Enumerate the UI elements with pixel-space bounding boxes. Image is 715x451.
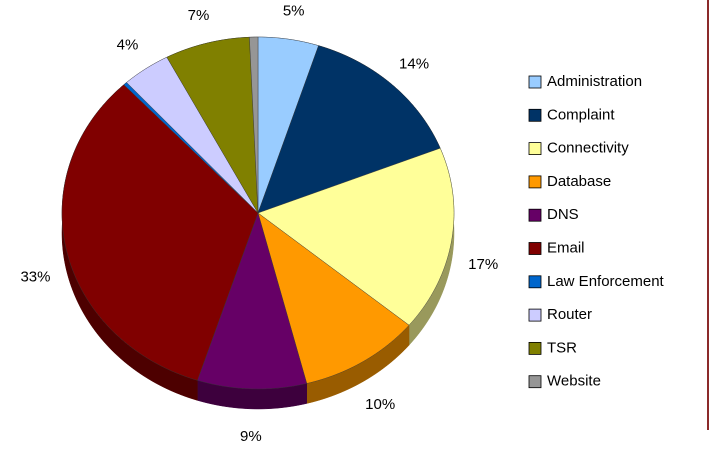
legend-swatch <box>528 375 542 389</box>
data-label: 4% <box>117 37 139 54</box>
legend-swatch <box>528 308 542 322</box>
slice <box>257 212 410 384</box>
slice <box>197 212 307 390</box>
legend-label: Website <box>547 373 601 390</box>
legend-label: Complaint <box>547 106 615 123</box>
legend-label: Database <box>547 173 611 190</box>
slice <box>257 45 441 214</box>
slice <box>249 36 259 214</box>
legend-swatch <box>528 75 542 89</box>
legend-label: Law Enforcement <box>547 273 665 290</box>
legend-label: Router <box>547 306 592 323</box>
data-label: 10% <box>365 396 395 413</box>
legend-label: Administration <box>547 73 642 90</box>
data-label: 7% <box>188 7 210 24</box>
legend-swatch <box>528 108 542 122</box>
legend-swatch <box>528 208 542 222</box>
data-label: 17% <box>468 256 498 273</box>
legend-swatch <box>528 275 542 289</box>
slice <box>257 36 319 214</box>
data-label: 5% <box>283 2 305 19</box>
data-label: 33% <box>20 268 50 285</box>
slice <box>61 84 259 381</box>
data-label: 14% <box>399 55 429 72</box>
legend-label: Connectivity <box>547 140 629 157</box>
legend-label: TSR <box>547 339 577 356</box>
legend-swatch <box>528 242 542 255</box>
slice <box>126 56 259 214</box>
legend-label: Email <box>547 239 585 256</box>
legend-swatch <box>528 175 542 189</box>
legend-swatch <box>528 341 542 355</box>
slice <box>166 36 259 214</box>
slice <box>257 147 455 326</box>
legend-swatch <box>528 142 542 156</box>
legend-label: DNS <box>547 206 579 223</box>
data-label: 9% <box>240 428 262 445</box>
